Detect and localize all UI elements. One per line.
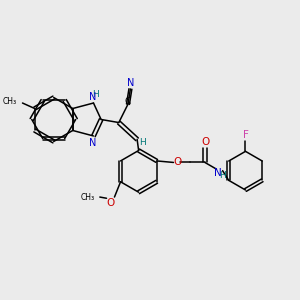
Text: O: O (106, 197, 114, 208)
Text: CH₃: CH₃ (3, 97, 17, 106)
Text: F: F (242, 130, 248, 140)
Text: H: H (92, 90, 99, 99)
Text: N: N (127, 79, 135, 88)
Text: N: N (89, 138, 96, 148)
Text: H: H (219, 171, 226, 180)
Text: H: H (139, 138, 146, 147)
Text: CH₃: CH₃ (80, 193, 94, 202)
Text: O: O (173, 157, 181, 167)
Text: O: O (201, 137, 209, 147)
Text: N: N (214, 168, 222, 178)
Text: C: C (124, 97, 130, 106)
Text: N: N (89, 92, 96, 102)
